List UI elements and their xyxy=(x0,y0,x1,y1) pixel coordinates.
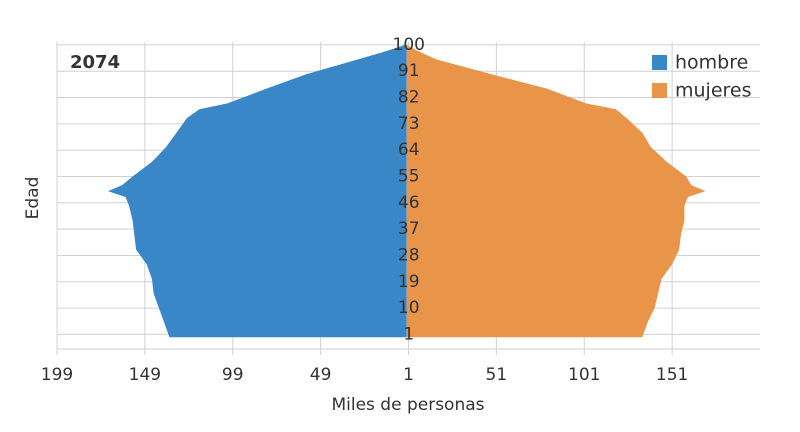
y-axis-title: Edad xyxy=(23,177,43,220)
x-tick-label: 151 xyxy=(656,365,688,385)
y-tick-label: 37 xyxy=(398,219,420,239)
x-tick-label: 51 xyxy=(486,365,508,385)
y-tick-label: 10 xyxy=(398,298,420,318)
legend-swatch xyxy=(652,55,667,70)
x-tick-label: 199 xyxy=(41,365,73,385)
x-tick-label: 149 xyxy=(129,365,161,385)
y-tick-label: 73 xyxy=(398,114,420,134)
y-tick-label: 1 xyxy=(403,324,414,344)
annotation-box xyxy=(57,42,175,82)
area xyxy=(107,44,407,338)
annotation: 2074 xyxy=(70,52,120,73)
y-tick-label: 46 xyxy=(398,193,420,213)
y-tick-label: 19 xyxy=(398,272,420,292)
y-tick-label: 64 xyxy=(398,140,420,160)
legend-swatch xyxy=(652,83,667,98)
x-tick-label: 1 xyxy=(403,365,414,385)
x-tick-label: 101 xyxy=(568,365,600,385)
legend-label: mujeres xyxy=(675,80,752,102)
y-tick-label: 100 xyxy=(393,35,425,55)
y-tick-label: 55 xyxy=(398,166,420,186)
x-axis-title: Miles de personas xyxy=(331,395,484,415)
x-tick-label: 49 xyxy=(310,365,332,385)
y-tick-label: 91 xyxy=(398,61,420,81)
area xyxy=(406,44,706,338)
legend-label: hombre xyxy=(675,52,748,74)
y-tick-label: 82 xyxy=(398,88,420,108)
x-tick-label: 99 xyxy=(222,365,244,385)
y-tick-label: 28 xyxy=(398,245,420,265)
